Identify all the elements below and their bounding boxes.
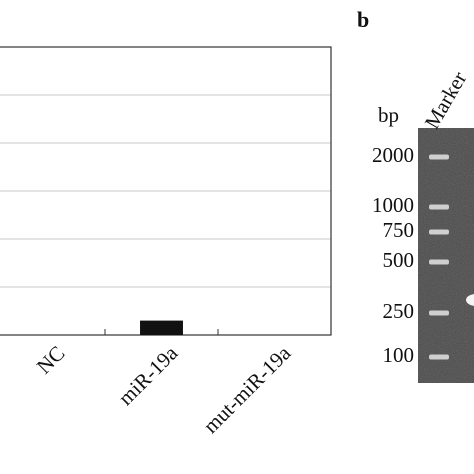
size-label: 2000	[372, 143, 414, 167]
sample-band	[466, 294, 474, 306]
bar	[140, 320, 183, 335]
size-label: 1000	[372, 193, 414, 217]
size-label: 500	[383, 248, 415, 272]
size-label: 750	[383, 218, 415, 242]
x-tick-label: miR-19a	[113, 340, 182, 409]
x-tick-label: mut-miR-19a	[198, 340, 295, 437]
marker-band	[429, 259, 449, 265]
size-label: 250	[383, 299, 415, 323]
gel-texture	[418, 128, 474, 383]
panel-label: b	[357, 7, 369, 32]
x-tick-label: NC	[32, 341, 70, 379]
marker-band	[429, 229, 449, 235]
lane-label: Marker	[420, 67, 472, 133]
unit-label: bp	[378, 103, 399, 127]
marker-band	[429, 310, 449, 316]
marker-band	[429, 354, 449, 360]
marker-band	[429, 204, 449, 210]
size-label: 100	[383, 343, 415, 367]
marker-band	[429, 154, 449, 160]
